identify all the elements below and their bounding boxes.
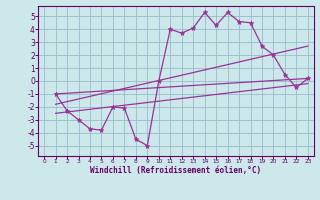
X-axis label: Windchill (Refroidissement éolien,°C): Windchill (Refroidissement éolien,°C) — [91, 166, 261, 175]
